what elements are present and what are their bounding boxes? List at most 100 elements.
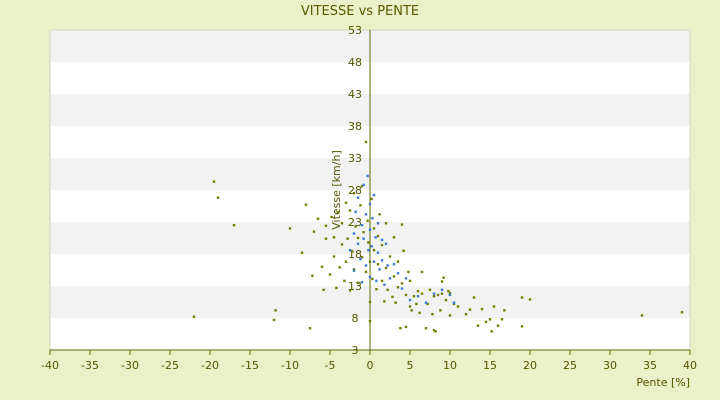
data-point: [356, 242, 360, 245]
data-point: [388, 277, 392, 280]
data-point: [407, 270, 410, 274]
data-point: [346, 237, 349, 240]
data-point: [468, 308, 472, 311]
data-point: [360, 256, 364, 259]
data-point: [368, 228, 372, 231]
data-point: [440, 280, 444, 283]
data-point: [359, 204, 362, 207]
x-tick-label: -10: [281, 359, 299, 372]
data-point: [272, 318, 276, 322]
x-tick-label: 25: [563, 359, 577, 372]
data-point: [383, 283, 386, 286]
data-point: [408, 279, 412, 283]
data-point: [304, 203, 308, 206]
data-point: [472, 296, 476, 299]
data-point: [216, 196, 220, 199]
data-point: [375, 288, 378, 291]
x-tick-label: -15: [241, 359, 259, 372]
data-point: [404, 277, 408, 280]
data-point: [456, 305, 460, 308]
x-tick-label: -35: [81, 359, 99, 372]
data-point: [424, 327, 428, 330]
data-point: [388, 255, 392, 258]
data-point: [383, 300, 386, 303]
data-point: [378, 268, 381, 271]
data-point: [370, 197, 373, 201]
y-tick-label: 43: [348, 88, 362, 101]
y-tick-label: 33: [348, 152, 362, 165]
data-point: [376, 234, 380, 238]
data-point: [370, 245, 373, 248]
data-point: [366, 174, 369, 178]
y-tick-label: 28: [348, 184, 362, 197]
data-point: [351, 250, 354, 253]
data-point: [399, 327, 402, 330]
data-point: [335, 286, 338, 290]
x-tick-label: 40: [683, 359, 697, 372]
data-point: [402, 249, 405, 252]
x-tick-label: 15: [483, 359, 497, 372]
data-point: [440, 292, 444, 295]
y-tick-label: 38: [348, 120, 362, 133]
x-tick-label: 0: [367, 359, 374, 372]
data-point: [352, 268, 356, 271]
data-point: [368, 202, 372, 206]
x-tick-label: 5: [407, 359, 414, 372]
data-point: [362, 183, 365, 187]
data-point: [368, 275, 372, 279]
data-point: [447, 289, 450, 293]
data-point: [440, 288, 444, 292]
data-point: [348, 209, 352, 212]
data-point: [484, 320, 488, 324]
data-point: [520, 296, 524, 299]
data-point: [376, 222, 380, 225]
x-tick-label: 20: [523, 359, 537, 372]
data-point: [418, 311, 421, 315]
data-point: [348, 248, 352, 252]
data-point: [340, 222, 344, 225]
data-point: [328, 273, 332, 276]
x-tick-label: 35: [643, 359, 657, 372]
data-point: [352, 269, 356, 272]
data-point: [431, 312, 434, 316]
y-tick-label: 53: [348, 24, 362, 37]
y-axis-label: Vitesse [km/h]: [330, 150, 343, 230]
data-point: [354, 225, 357, 228]
data-point: [415, 302, 418, 306]
data-point: [503, 309, 506, 312]
data-point: [364, 264, 368, 267]
data-point: [374, 236, 377, 239]
data-point: [354, 210, 357, 213]
data-point: [288, 227, 292, 230]
data-point: [464, 312, 468, 316]
data-point: [378, 213, 381, 216]
data-point: [404, 293, 408, 297]
x-tick-label: -40: [41, 359, 59, 372]
data-point: [362, 237, 365, 240]
data-point: [386, 264, 389, 267]
data-point: [356, 236, 360, 240]
data-point: [352, 232, 356, 235]
data-point: [308, 327, 312, 330]
data-point: [420, 292, 424, 295]
data-point: [312, 230, 316, 233]
data-point: [372, 227, 376, 230]
data-point: [432, 328, 436, 332]
data-point: [364, 140, 368, 144]
x-tick-label: 30: [603, 359, 617, 372]
data-point: [359, 257, 362, 261]
data-point: [528, 298, 532, 301]
data-point: [348, 289, 352, 292]
data-point: [372, 248, 376, 252]
data-point: [384, 266, 388, 270]
x-tick-label: -30: [121, 359, 139, 372]
data-point: [480, 307, 484, 311]
data-point: [380, 279, 384, 283]
data-point: [300, 251, 304, 254]
x-tick-labels: -40 -35 -30 -25 -20 -15 -10 -5 0 5 10 15 20 25 30 35 40: [41, 359, 697, 372]
data-point: [380, 259, 384, 262]
data-point: [384, 242, 388, 245]
data-point: [232, 224, 236, 227]
data-point: [371, 277, 374, 281]
